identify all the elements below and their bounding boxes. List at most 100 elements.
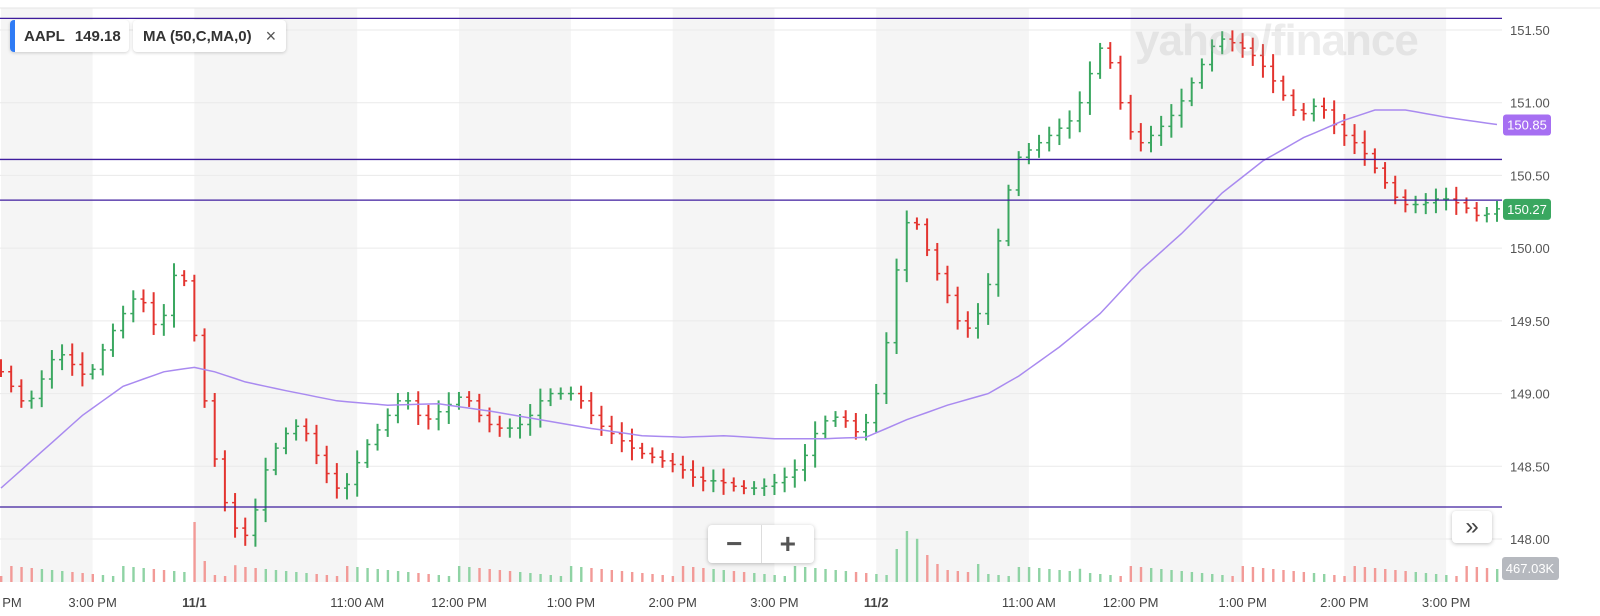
- volume-bar: [407, 572, 410, 582]
- volume-bar: [1007, 576, 1010, 582]
- volume-bar: [1190, 572, 1194, 582]
- volume-bar: [742, 572, 746, 582]
- volume-bar: [356, 567, 359, 582]
- volume-bar: [254, 568, 257, 582]
- close-icon[interactable]: ×: [265, 25, 277, 46]
- volume-bar: [1363, 567, 1367, 582]
- volume-bar: [325, 575, 329, 582]
- volume-bar: [865, 573, 868, 582]
- x-tick-label: 12:00 PM: [1103, 595, 1159, 610]
- volume-bar: [1465, 566, 1468, 582]
- volume-bar: [468, 567, 471, 582]
- volume-bar: [976, 564, 980, 582]
- volume-bar: [122, 566, 125, 582]
- legend-symbol-chip[interactable]: AAPL 149.18: [10, 20, 129, 52]
- volume-bar: [386, 570, 390, 582]
- volume-bar: [417, 573, 420, 582]
- volume-bar: [987, 574, 990, 582]
- volume-bar: [997, 575, 1000, 582]
- volume-badge-label: 467.03K: [1506, 561, 1555, 576]
- time-band: [876, 8, 1029, 582]
- volume-bar: [1109, 575, 1112, 582]
- volume-bar: [1424, 573, 1428, 582]
- volume-bar: [1078, 568, 1082, 582]
- volume-bar: [1282, 570, 1285, 582]
- legend-indicator: MA (50,C,MA,0): [143, 27, 252, 45]
- x-tick-label: 3:00 PM: [750, 595, 798, 610]
- volume-bar: [783, 576, 787, 582]
- volume-bar: [529, 573, 532, 582]
- volume-bar: [966, 572, 970, 582]
- y-tick-label: 149.50: [1510, 314, 1550, 329]
- volume-bar: [213, 575, 217, 582]
- volume-bar: [1292, 571, 1295, 582]
- x-tick-label: PM: [2, 595, 22, 610]
- x-tick-label: 2:00 PM: [1320, 595, 1368, 610]
- volume-bar: [1261, 568, 1265, 582]
- volume-bar: [926, 555, 929, 582]
- volume-bar: [427, 574, 430, 582]
- volume-bar: [549, 575, 552, 582]
- volume-bar: [366, 568, 369, 582]
- time-band: [194, 8, 358, 582]
- volume-bar: [1170, 570, 1173, 582]
- time-band: [1344, 8, 1447, 582]
- volume-bar: [274, 570, 278, 582]
- volume-bar: [1373, 568, 1377, 582]
- volume-bar: [1302, 572, 1306, 582]
- volume-bar: [722, 570, 725, 582]
- volume-bar: [539, 574, 542, 582]
- time-band: [458, 8, 571, 582]
- volume-bar: [1485, 568, 1489, 582]
- volume-bar: [1322, 574, 1326, 582]
- y-tick-label: 149.00: [1510, 387, 1550, 402]
- volume-bar: [905, 531, 909, 582]
- volume-bar: [580, 567, 583, 582]
- zoom-out-button[interactable]: −: [726, 528, 743, 559]
- volume-bar: [803, 567, 807, 582]
- volume-bar: [101, 575, 105, 582]
- volume-bar: [793, 566, 797, 582]
- zoom-in-button[interactable]: +: [760, 525, 815, 563]
- expand-chevron-button[interactable]: »: [1452, 511, 1492, 543]
- volume-bar: [50, 570, 54, 582]
- volume-bar: [834, 570, 837, 582]
- price-badge-label: 150.27: [1507, 202, 1547, 217]
- volume-bar: [111, 576, 115, 582]
- volume-bar: [702, 568, 705, 582]
- volume-bar: [20, 567, 23, 582]
- volume-bar: [814, 568, 817, 582]
- volume-bar: [773, 575, 776, 582]
- volume-bar: [234, 565, 237, 582]
- legend-indicator-chip[interactable]: MA (50,C,MA,0) ×: [133, 20, 287, 52]
- volume-bar: [600, 569, 603, 582]
- volume-bar: [1027, 567, 1031, 582]
- x-tick-label: 3:00 PM: [1422, 595, 1470, 610]
- volume-bar: [183, 572, 186, 582]
- volume-bar: [630, 572, 634, 582]
- volume-bar: [854, 572, 858, 582]
- volume-bar: [508, 571, 512, 582]
- volume-bar: [1434, 574, 1438, 582]
- volume-bar: [1414, 572, 1417, 582]
- legend-price: 149.18: [74, 27, 121, 45]
- x-tick-label: 1:00 PM: [1218, 595, 1266, 610]
- volume-bar: [651, 574, 654, 582]
- volume-bar: [661, 575, 664, 582]
- volume-bar: [91, 574, 94, 582]
- volume-bar: [1200, 573, 1204, 582]
- volume-bar: [152, 569, 156, 582]
- y-tick-label: 151.50: [1510, 23, 1550, 38]
- volume-bar: [132, 567, 135, 582]
- volume-bar: [1048, 569, 1051, 582]
- price-badge: [1503, 198, 1551, 220]
- zoom-controls: − +: [708, 525, 814, 563]
- volume-bar: [244, 567, 247, 582]
- volume-bar: [396, 571, 400, 582]
- volume-bar: [1119, 576, 1122, 582]
- volume-bar: [295, 572, 298, 582]
- volume-bar: [1149, 568, 1153, 582]
- volume-bar: [81, 573, 84, 582]
- volume-bar: [692, 567, 695, 582]
